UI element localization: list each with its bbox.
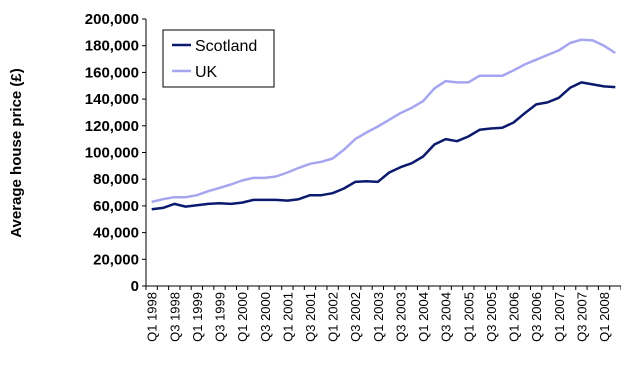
x-tick-label: Q1 2002 <box>326 292 341 342</box>
x-tick-label: Q3 2004 <box>439 292 454 342</box>
x-tick-label: Q3 2002 <box>348 292 363 342</box>
y-tick-label: 140,000 <box>85 91 139 108</box>
series-layer <box>151 38 616 211</box>
x-tick-label: Q1 1999 <box>190 292 205 342</box>
x-tick-label: Q3 2000 <box>258 292 273 342</box>
y-tick-label: 120,000 <box>85 118 139 135</box>
series-line-uk <box>151 38 616 204</box>
series-line-scotland <box>151 81 616 211</box>
x-axis-ticks: Q1 1998 Q3 1998 Q1 1999 Q3 1999 Q1 2000 Q3 20… <box>145 286 621 342</box>
y-tick-label: 0 <box>131 278 139 295</box>
x-tick-label: Q3 2001 <box>303 292 318 342</box>
x-tick-label: Q1 2007 <box>552 292 567 342</box>
y-tick-label: 60,000 <box>93 198 139 215</box>
x-tick-label: Q1 1998 <box>145 292 160 342</box>
y-tick-label: 160,000 <box>85 64 139 81</box>
y-axis-title: Average house price (£) <box>8 68 25 238</box>
y-tick-label: 100,000 <box>85 145 139 162</box>
legend-label-uk: UK <box>195 64 218 81</box>
y-tick-label: 80,000 <box>93 171 139 188</box>
x-tick-label: Q3 2005 <box>484 292 499 342</box>
x-tick-label: Q1 2001 <box>280 292 295 342</box>
y-tick-label: 180,000 <box>85 38 139 55</box>
y-tick-label: 20,000 <box>93 251 139 268</box>
x-tick-label: Q3 1999 <box>213 292 228 342</box>
y-tick-label: 40,000 <box>93 225 139 242</box>
legend-label-scotland: Scotland <box>195 38 257 55</box>
x-tick-label: Q1 2000 <box>235 292 250 342</box>
y-axis-ticks: 0 20,000 40,000 60,000 80,000 100,000 120,000 1… <box>85 11 146 295</box>
x-tick-label: Q3 2003 <box>393 292 408 342</box>
x-tick-label: Q3 2007 <box>574 292 589 342</box>
legend: Scotland UK <box>162 29 275 88</box>
x-tick-label: Q1 2008 <box>597 292 612 342</box>
x-tick-label: Q3 2006 <box>529 292 544 342</box>
x-tick-label: Q1 2003 <box>371 292 386 342</box>
x-tick-label: Q1 2006 <box>507 292 522 342</box>
x-tick-label: Q1 2004 <box>416 292 431 342</box>
legend-box <box>162 29 275 88</box>
x-tick-label: Q1 2005 <box>461 292 476 342</box>
x-tick-label: Q3 1998 <box>167 292 182 342</box>
y-tick-label: 200,000 <box>85 11 139 28</box>
